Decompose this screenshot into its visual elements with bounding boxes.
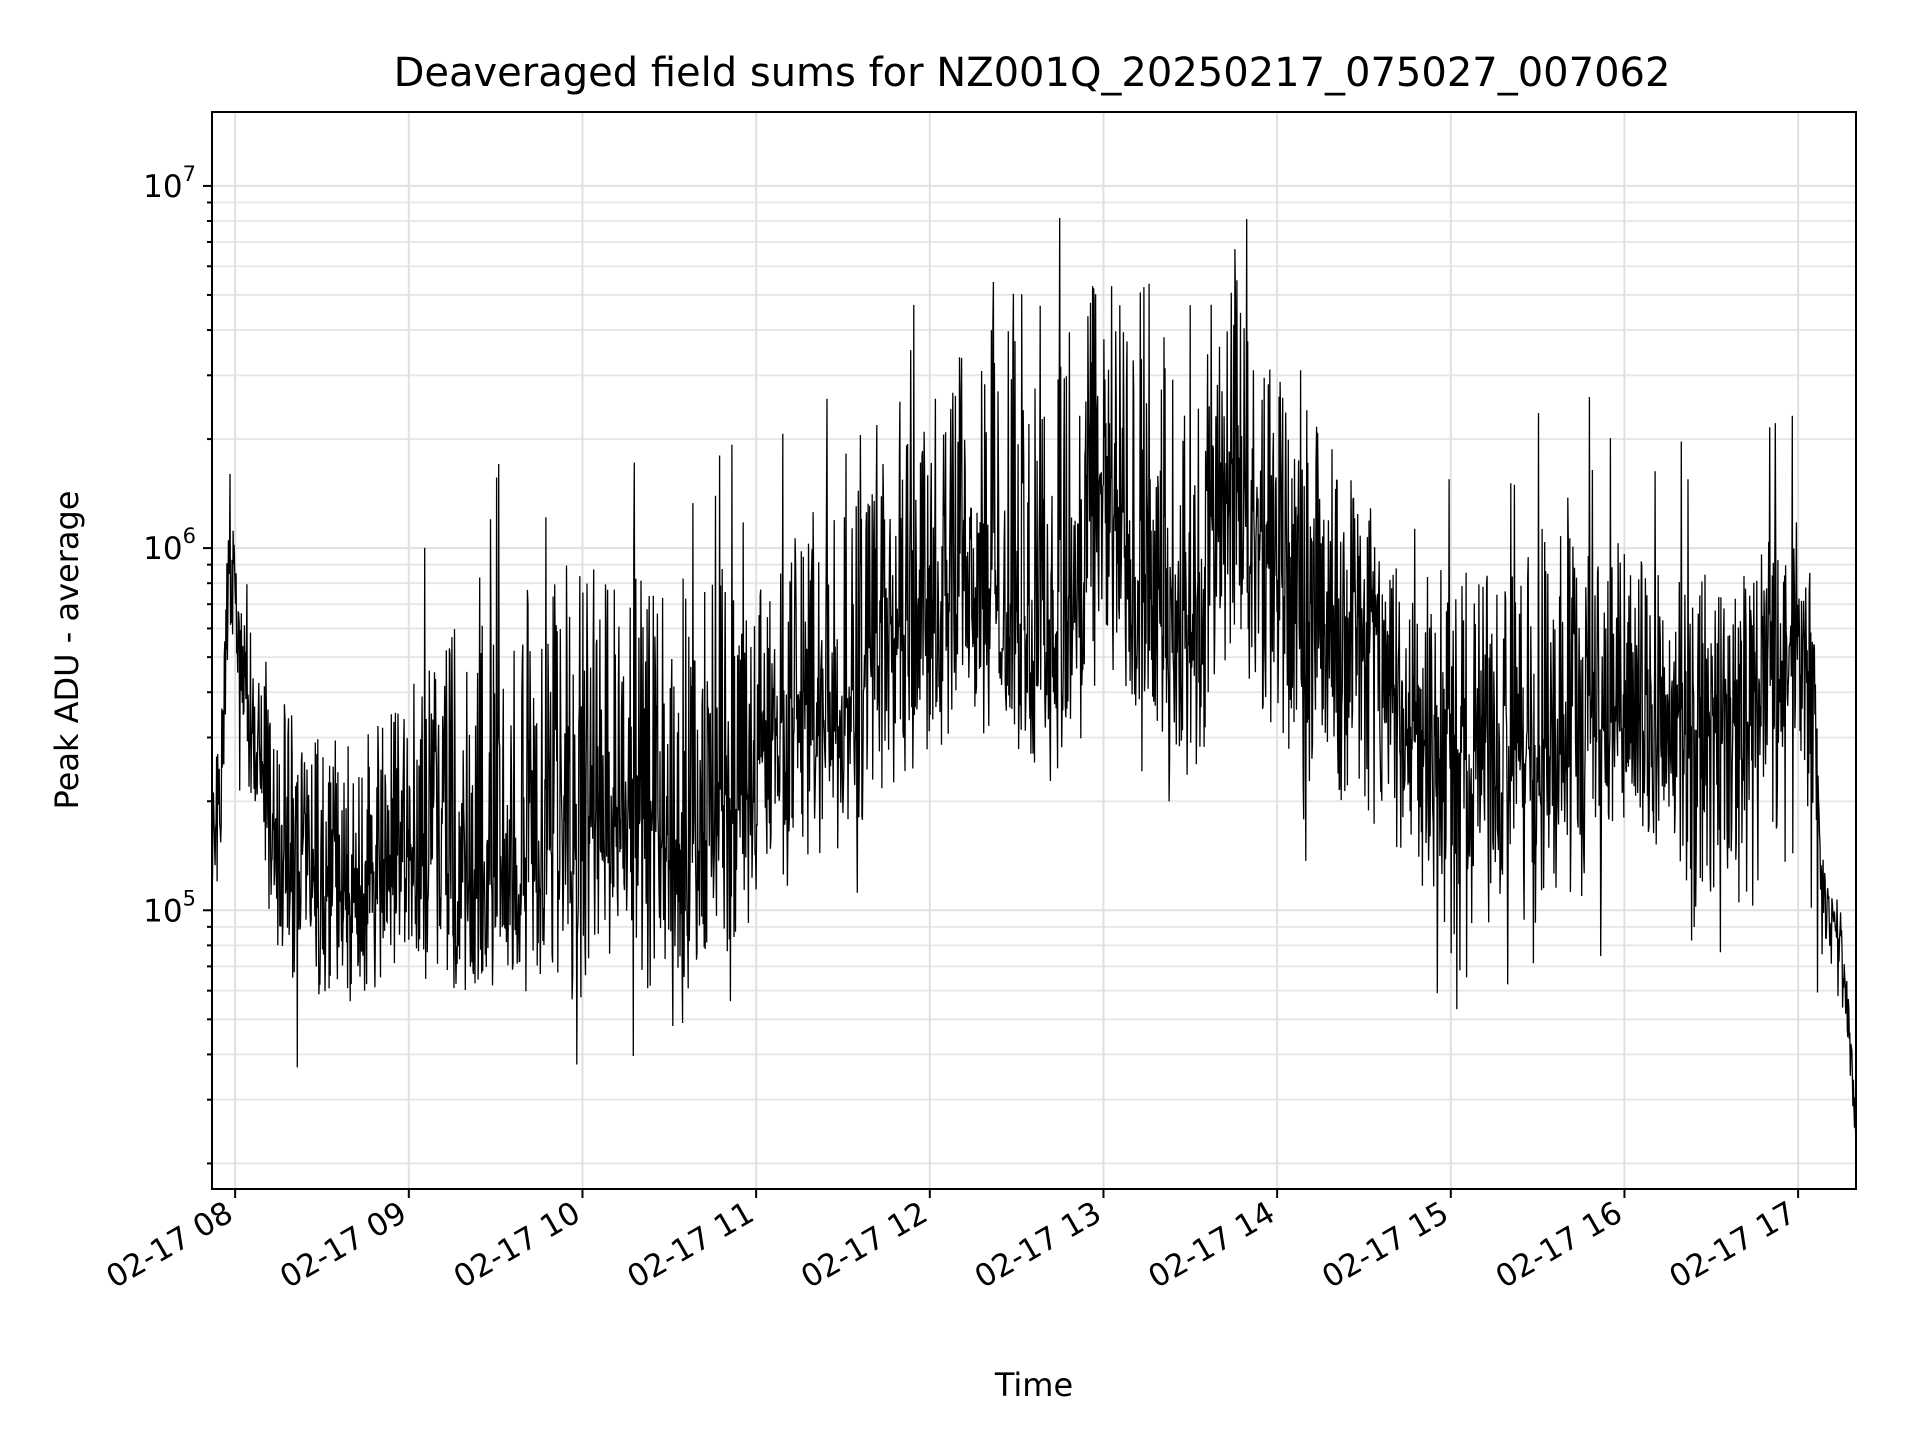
plot-frame xyxy=(211,111,1857,1190)
x-tick-label: 02-17 10 xyxy=(448,1195,587,1296)
series-line xyxy=(211,217,1857,1148)
y-tick-label: 105 xyxy=(143,886,196,929)
chart-title: Deaveraged field sums for NZ001Q_2025021… xyxy=(394,50,1671,96)
x-tick-label: 02-17 17 xyxy=(1663,1195,1802,1296)
x-tick-label: 02-17 08 xyxy=(100,1195,239,1296)
x-axis-ticks: 02-17 08 02-17 09 02-17 10 02-17 11 02-17 12… xyxy=(100,1189,1802,1296)
x-tick-label: 02-17 16 xyxy=(1490,1195,1629,1296)
plot-series xyxy=(211,217,1857,1148)
x-tick-label: 02-17 14 xyxy=(1142,1195,1281,1296)
y-axis-label: Peak ADU - average xyxy=(48,491,86,810)
x-tick-label: 02-17 12 xyxy=(795,1195,934,1296)
x-tick-label: 02-17 09 xyxy=(274,1195,413,1296)
x-tick-label: 02-17 11 xyxy=(621,1195,760,1296)
y-axis-ticks: 105 106 107 xyxy=(143,162,212,929)
x-axis-label: Time xyxy=(994,1366,1073,1404)
x-tick-label: 02-17 13 xyxy=(969,1195,1108,1296)
y-tick-label: 107 xyxy=(143,162,196,205)
y-tick-label: 106 xyxy=(143,524,196,567)
grid-minor xyxy=(207,201,1856,1165)
x-tick-label: 02-17 15 xyxy=(1316,1195,1455,1296)
